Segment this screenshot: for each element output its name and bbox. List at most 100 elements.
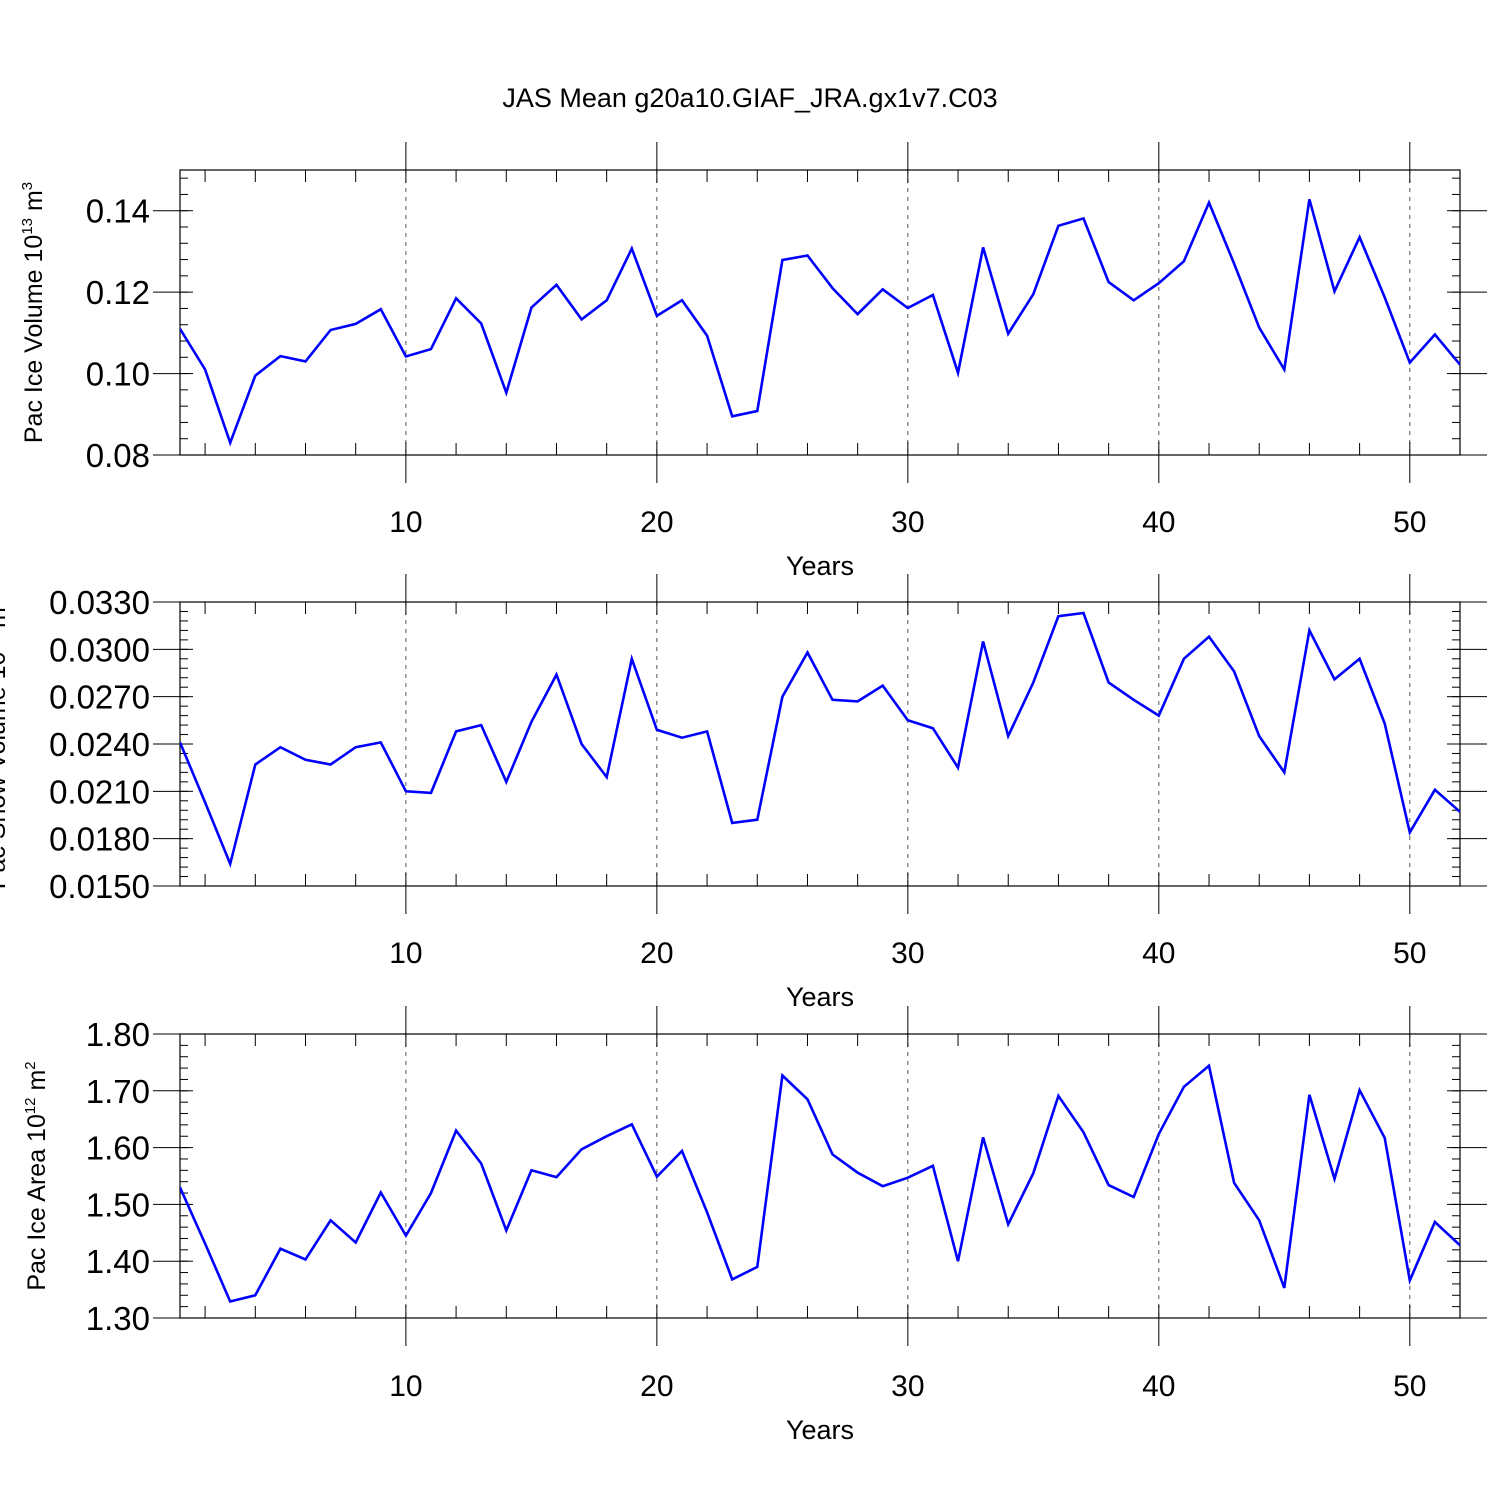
data-point <box>253 374 257 378</box>
data-point <box>730 1277 734 1281</box>
y-tick-label: 0.0240 <box>49 726 150 763</box>
data-point <box>655 314 659 318</box>
data-point <box>1207 635 1211 639</box>
data-point <box>1031 680 1035 684</box>
data-point <box>504 391 508 395</box>
y-tick-label: 0.0150 <box>49 868 150 905</box>
data-point <box>1157 281 1161 285</box>
data-point <box>203 368 207 372</box>
data-point <box>1307 1093 1311 1097</box>
data-point <box>228 441 232 445</box>
data-point <box>529 720 533 724</box>
data-point <box>1358 235 1362 239</box>
data-point <box>554 283 558 287</box>
data-point <box>1107 680 1111 684</box>
data-point <box>404 1234 408 1238</box>
data-point <box>1257 1218 1261 1222</box>
data-point <box>1232 1181 1236 1185</box>
data-point <box>1056 224 1060 228</box>
data-point <box>1433 788 1437 792</box>
data-point <box>1082 216 1086 220</box>
data-point <box>805 650 809 654</box>
data-point <box>755 818 759 822</box>
data-point <box>1333 677 1337 681</box>
chart-panel-pac-ice-volume: 0.08 0.10 0.12 0.14 10 20 30 40 50 Years Pac Ice V… <box>19 142 1487 581</box>
y-tick-label: 0.0330 <box>49 584 150 621</box>
data-point <box>881 287 885 291</box>
data-point <box>956 371 960 375</box>
data-point <box>479 723 483 727</box>
data-point <box>454 729 458 733</box>
data-point <box>203 1242 207 1246</box>
x-tick-label: 40 <box>1142 937 1175 970</box>
plot-frame <box>179 169 1461 456</box>
data-point <box>404 789 408 793</box>
data-point <box>354 322 358 326</box>
data-point <box>1358 1088 1362 1092</box>
data-point <box>329 1218 333 1222</box>
data-point <box>931 726 935 730</box>
data-point <box>178 740 182 744</box>
data-point <box>1433 1220 1437 1224</box>
data-point <box>755 409 759 413</box>
data-point <box>1282 770 1286 774</box>
data-point <box>1282 1286 1286 1290</box>
y-tick-label: 1.80 <box>86 1016 150 1053</box>
data-point <box>1257 734 1261 738</box>
x-tick-label: 40 <box>1142 506 1175 539</box>
x-tick-label: 10 <box>389 937 422 970</box>
data-point <box>1056 614 1060 618</box>
data-point <box>429 347 433 351</box>
data-point <box>1232 262 1236 266</box>
data-point <box>253 1293 257 1297</box>
data-point <box>1232 669 1236 673</box>
x-tick-label: 50 <box>1393 1370 1426 1403</box>
data-point <box>630 1122 634 1126</box>
x-axis-label: Years <box>786 982 854 1012</box>
data-point <box>1132 1195 1136 1199</box>
y-tick-label: 1.70 <box>86 1073 150 1110</box>
data-point <box>1107 1183 1111 1187</box>
data-point <box>956 766 960 770</box>
y-tick-label: 0.0300 <box>49 631 150 668</box>
data-point <box>1006 332 1010 336</box>
chart-title: JAS Mean g20a10.GIAF_JRA.gx1v7.C03 <box>502 83 997 113</box>
data-point <box>881 1184 885 1188</box>
data-point <box>379 1190 383 1194</box>
data-point <box>730 414 734 418</box>
data-point <box>354 745 358 749</box>
y-tick-label: 0.08 <box>86 437 150 474</box>
data-point <box>906 718 910 722</box>
x-axis-label: Years <box>786 1415 854 1445</box>
x-tick-label: 20 <box>640 506 673 539</box>
data-point <box>1307 628 1311 632</box>
data-point <box>580 742 584 746</box>
data-point <box>605 775 609 779</box>
data-point <box>329 328 333 332</box>
data-point <box>354 1240 358 1244</box>
x-tick-label: 50 <box>1393 506 1426 539</box>
data-point <box>278 354 282 358</box>
data-point <box>228 1300 232 1304</box>
data-point <box>178 327 182 331</box>
data-point <box>1458 1243 1462 1247</box>
y-tick-label: 1.60 <box>86 1130 150 1167</box>
data-point <box>805 254 809 258</box>
data-point <box>780 695 784 699</box>
x-tick-label: 50 <box>1393 937 1426 970</box>
data-point <box>454 296 458 300</box>
y-tick-label: 0.0270 <box>49 679 150 716</box>
data-point <box>1333 1177 1337 1181</box>
x-tick-label: 10 <box>389 506 422 539</box>
data-point <box>1458 810 1462 814</box>
data-point <box>479 1162 483 1166</box>
data-point <box>1282 368 1286 372</box>
data-point <box>404 354 408 358</box>
y-tick-label: 1.50 <box>86 1186 150 1223</box>
data-point <box>329 763 333 767</box>
data-point <box>705 334 709 338</box>
data-point <box>630 657 634 661</box>
data-point <box>1182 259 1186 263</box>
x-tick-label: 30 <box>891 506 924 539</box>
data-point <box>1358 657 1362 661</box>
